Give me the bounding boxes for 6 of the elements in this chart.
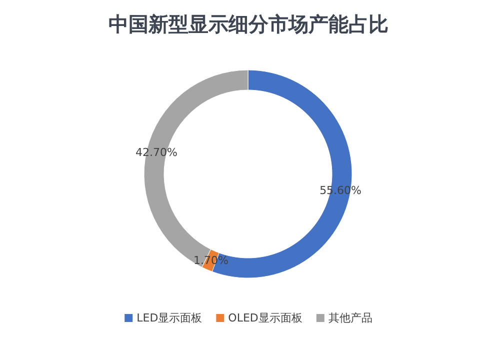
legend-label: OLED显示面板 xyxy=(228,312,302,324)
data-label: 1.70% xyxy=(193,254,228,267)
legend-label: LED显示面板 xyxy=(136,312,202,324)
data-label: 42.70% xyxy=(135,146,178,160)
chart-title: 中国新型显示细分市场产能占比 xyxy=(108,12,388,36)
legend-label: 其他产品 xyxy=(328,312,372,324)
